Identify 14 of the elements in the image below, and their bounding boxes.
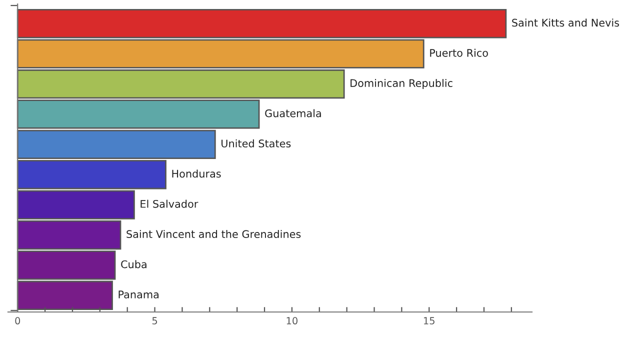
data-label: Honduras xyxy=(172,170,221,178)
x-tick-label: 0 xyxy=(15,317,20,324)
data-label: Saint Vincent and the Grenadines xyxy=(126,230,301,238)
data-label: Panama xyxy=(118,290,159,298)
data-label: United States xyxy=(222,139,291,148)
data-label: Guatemala xyxy=(265,109,321,118)
data-label: Cuba xyxy=(121,260,146,268)
x-tick-label: 10 xyxy=(286,317,298,324)
data-label: El Salvador xyxy=(140,200,198,208)
data-label: Dominican Republic xyxy=(350,78,452,90)
x-tick-label: 5 xyxy=(152,317,158,324)
data-label: Saint Kitts and Nevis xyxy=(512,18,620,27)
data-label: Puerto Rico xyxy=(430,48,488,57)
x-tick-label: 15 xyxy=(424,317,434,324)
